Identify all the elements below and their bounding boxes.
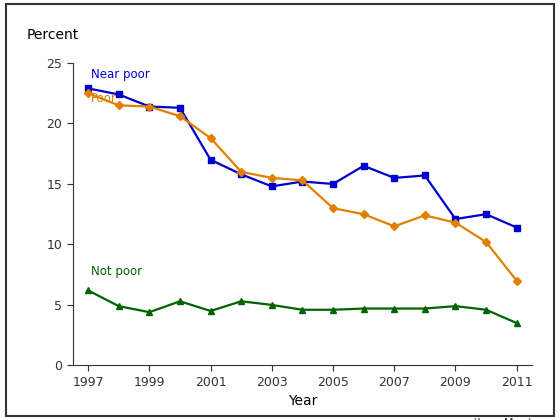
Poor <box>176 114 183 119</box>
Not poor <box>483 307 489 312</box>
Poor <box>422 213 428 218</box>
Poor <box>360 212 367 217</box>
Not poor <box>146 310 153 315</box>
Near poor <box>360 163 367 168</box>
Text: Not poor: Not poor <box>91 265 142 278</box>
Not poor <box>115 304 122 309</box>
Near poor <box>299 179 306 184</box>
Not poor <box>176 299 183 304</box>
Not poor <box>85 288 91 293</box>
Near poor <box>207 157 214 162</box>
X-axis label: Year: Year <box>288 394 317 408</box>
Poor <box>146 104 153 109</box>
Near poor <box>330 181 337 186</box>
Not poor <box>452 304 459 309</box>
Text: Percent: Percent <box>27 28 79 42</box>
Near poor <box>391 176 398 181</box>
Not poor <box>391 306 398 311</box>
Not poor <box>514 320 520 326</box>
Poor <box>514 278 520 283</box>
Not poor <box>207 308 214 313</box>
Poor <box>85 91 91 96</box>
Line: Poor: Poor <box>85 90 520 284</box>
Near poor <box>514 225 520 230</box>
Line: Near poor: Near poor <box>85 85 520 231</box>
Poor <box>238 169 245 174</box>
Poor <box>268 176 275 181</box>
Near poor <box>268 184 275 189</box>
Text: Poor: Poor <box>91 92 117 105</box>
Near poor <box>146 104 153 109</box>
Near poor <box>452 217 459 222</box>
Line: Not poor: Not poor <box>85 287 520 326</box>
Not poor <box>238 299 245 304</box>
Poor <box>115 103 122 108</box>
Poor <box>391 224 398 229</box>
Poor <box>483 239 489 244</box>
Not poor <box>330 307 337 312</box>
Poor <box>207 136 214 141</box>
Near poor <box>176 105 183 110</box>
Poor <box>299 178 306 183</box>
Not poor <box>268 302 275 307</box>
Text: Near poor: Near poor <box>91 68 150 81</box>
Text: (Jan.–Mar.): (Jan.–Mar.) <box>473 418 532 420</box>
Near poor <box>483 212 489 217</box>
Near poor <box>85 86 91 91</box>
Not poor <box>422 306 428 311</box>
Near poor <box>422 173 428 178</box>
Poor <box>452 220 459 225</box>
Poor <box>330 206 337 211</box>
Not poor <box>299 307 306 312</box>
Near poor <box>115 92 122 97</box>
Not poor <box>360 306 367 311</box>
Near poor <box>238 172 245 177</box>
